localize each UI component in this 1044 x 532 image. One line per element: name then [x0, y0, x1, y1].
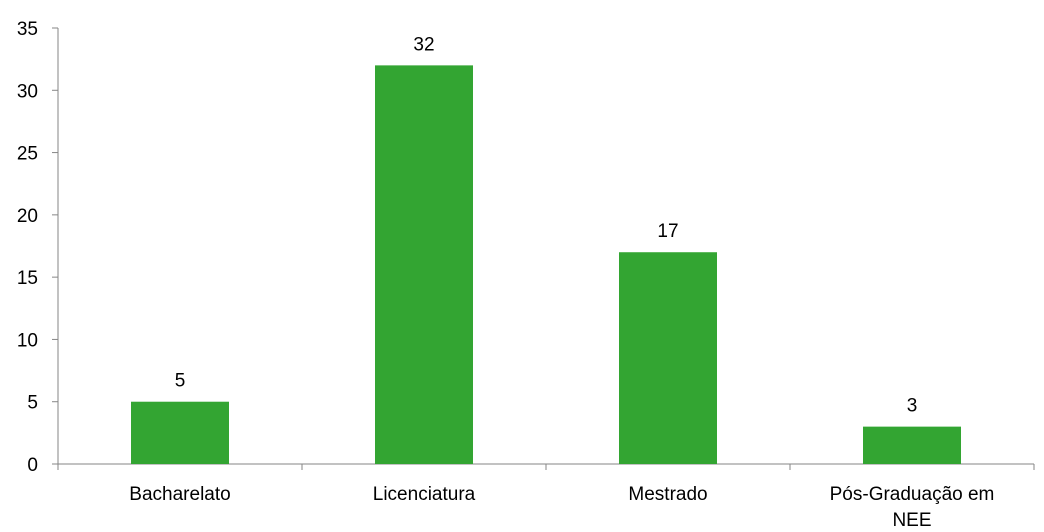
bar	[863, 426, 961, 464]
y-tick-label: 35	[17, 19, 38, 40]
category-labels: Bacharelato Licenciatura Mestrado Pós-Gradu…	[129, 484, 994, 531]
y-tick-label: 5	[27, 393, 38, 414]
y-axis: 0 5 10 15 20 25 30 35	[17, 19, 59, 476]
y-tick-label: 25	[17, 144, 38, 165]
category-label: Bacharelato	[129, 484, 230, 505]
data-label: 32	[413, 34, 434, 55]
bar	[375, 65, 473, 464]
y-tick-label: 15	[17, 268, 38, 289]
bars	[131, 65, 961, 464]
bar	[131, 401, 229, 464]
category-label: Pós-Graduação em	[830, 484, 995, 505]
data-labels: 5 32 17 3	[175, 34, 918, 416]
y-tick-label: 0	[27, 455, 38, 476]
data-label: 5	[175, 371, 186, 392]
bar	[619, 252, 717, 464]
category-label: Licenciatura	[373, 484, 476, 505]
category-label: NEE	[892, 510, 931, 531]
x-axis	[57, 463, 1035, 470]
y-tick-label: 10	[17, 330, 38, 351]
category-label: Mestrado	[628, 484, 707, 505]
y-tick-label: 30	[17, 81, 38, 102]
data-label: 3	[907, 396, 918, 417]
y-tick-label: 20	[17, 206, 38, 227]
data-label: 17	[657, 221, 678, 242]
